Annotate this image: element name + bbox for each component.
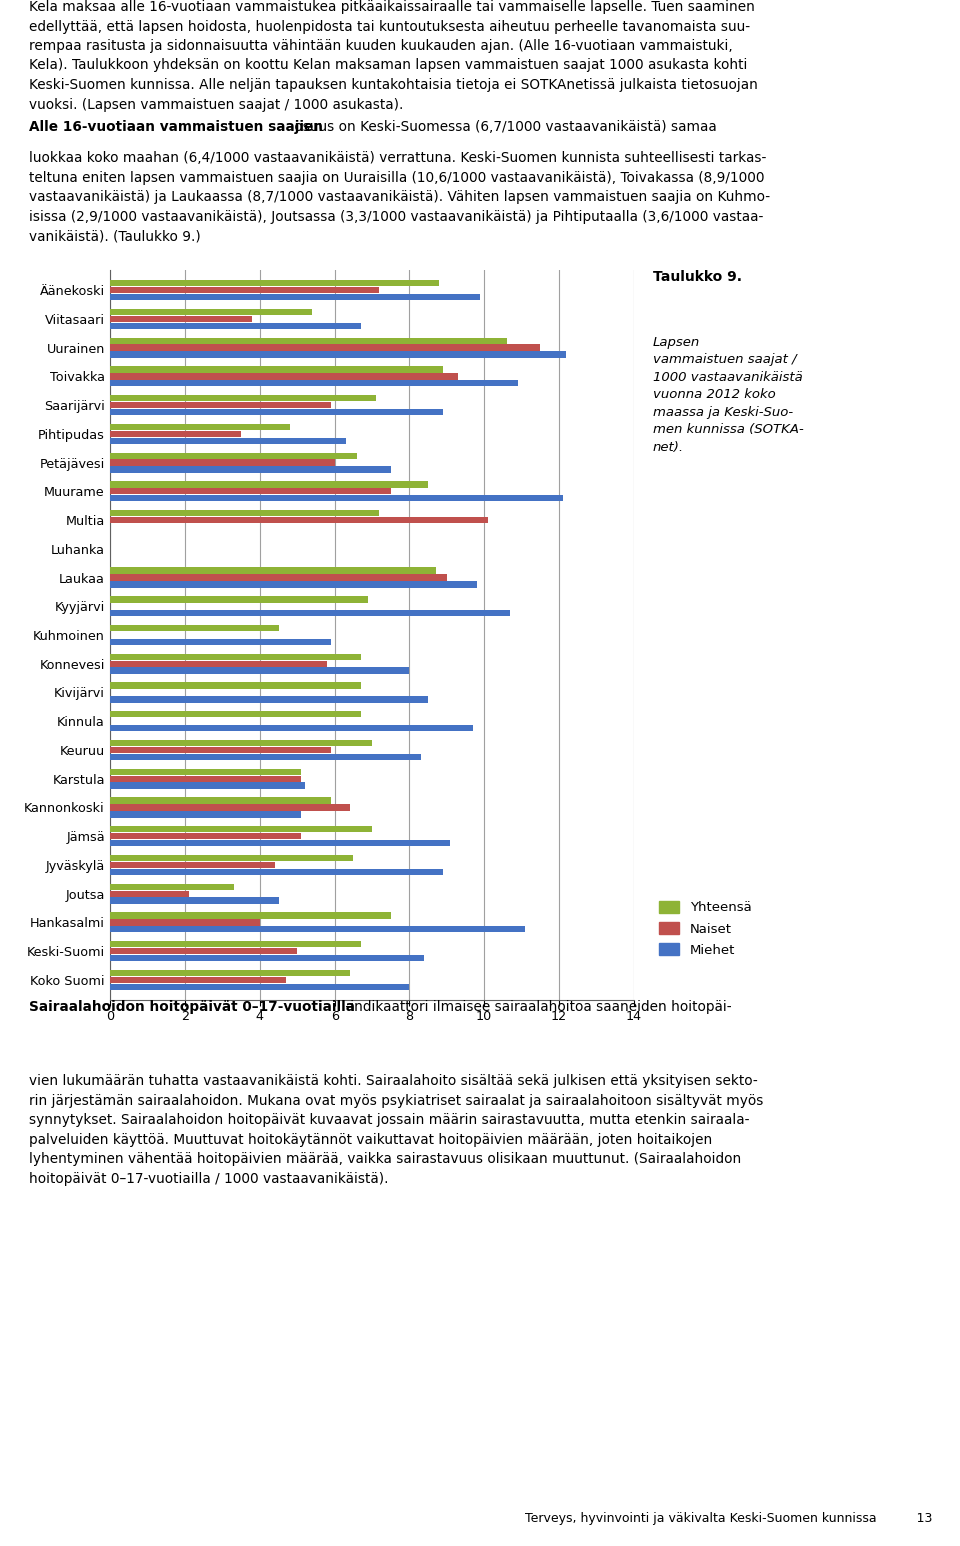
Bar bbox=[110, 654, 361, 660]
Bar bbox=[110, 768, 301, 775]
Bar bbox=[110, 861, 275, 869]
Bar bbox=[110, 826, 372, 832]
Bar bbox=[110, 337, 507, 343]
Bar bbox=[110, 977, 286, 983]
Bar bbox=[110, 890, 189, 897]
Bar bbox=[110, 725, 473, 731]
Bar bbox=[110, 668, 409, 674]
Text: Alle 16-vuotiaan vammaistuen saajien: Alle 16-vuotiaan vammaistuen saajien bbox=[29, 121, 323, 135]
Bar bbox=[110, 467, 391, 473]
Text: Lapsen
vammaistuen saajat /
1000 vastaavanikäistä
vuonna 2012 koko
maassa ja Kes: Lapsen vammaistuen saajat / 1000 vastaav… bbox=[653, 335, 804, 453]
Text: Taulukko 9.: Taulukko 9. bbox=[653, 271, 742, 284]
Bar bbox=[110, 833, 301, 839]
Text: vien lukumäärän tuhatta vastaavanikäistä kohti. Sairaalahoito sisältää sekä julk: vien lukumäärän tuhatta vastaavanikäistä… bbox=[29, 1074, 763, 1186]
Bar bbox=[110, 798, 331, 804]
Bar bbox=[110, 495, 563, 501]
Bar bbox=[110, 969, 349, 976]
Text: Terveys, hyvinvointi ja väkivalta Keski-Suomen kunnissa          13: Terveys, hyvinvointi ja väkivalta Keski-… bbox=[525, 1512, 932, 1526]
Bar bbox=[110, 424, 290, 430]
Bar bbox=[110, 660, 327, 666]
Bar bbox=[110, 948, 298, 954]
Bar bbox=[110, 408, 443, 416]
Bar bbox=[110, 597, 369, 603]
Bar bbox=[110, 459, 335, 465]
Bar bbox=[110, 869, 443, 875]
Bar bbox=[110, 955, 424, 962]
Bar bbox=[110, 754, 420, 761]
Bar bbox=[110, 839, 450, 846]
Bar bbox=[110, 280, 440, 286]
Bar bbox=[110, 696, 428, 702]
Text: luokkaa koko maahan (6,4/1000 vastaavanikäistä) verrattuna. Keski-Suomen kunnist: luokkaa koko maahan (6,4/1000 vastaavani… bbox=[29, 152, 770, 243]
Bar bbox=[110, 581, 477, 587]
Bar bbox=[110, 380, 517, 386]
Text: -indikaattori ilmaisee sairaalahoitoa saaneiden hoitopäi-: -indikaattori ilmaisee sairaalahoitoa sa… bbox=[341, 1000, 732, 1014]
Bar bbox=[110, 625, 278, 631]
Bar bbox=[110, 804, 349, 810]
Bar bbox=[110, 983, 409, 989]
Bar bbox=[110, 611, 511, 617]
Bar bbox=[110, 453, 357, 459]
Bar bbox=[110, 396, 375, 402]
Text: Sairaalahoidon hoitopäivät 0–17-vuotiailla: Sairaalahoidon hoitopäivät 0–17-vuotiail… bbox=[29, 1000, 355, 1014]
Bar bbox=[110, 516, 488, 523]
Bar bbox=[110, 402, 331, 408]
Bar bbox=[110, 942, 361, 948]
Bar bbox=[110, 294, 480, 300]
Bar bbox=[110, 351, 566, 357]
Bar bbox=[110, 567, 436, 574]
Bar bbox=[110, 776, 301, 782]
Bar bbox=[110, 747, 331, 753]
Bar bbox=[110, 638, 331, 645]
Bar bbox=[110, 897, 278, 904]
Bar bbox=[110, 366, 443, 373]
Bar bbox=[110, 926, 525, 932]
Bar bbox=[110, 489, 391, 495]
Bar bbox=[110, 510, 379, 516]
Bar bbox=[110, 315, 252, 322]
Bar bbox=[110, 782, 304, 788]
Bar bbox=[110, 481, 428, 487]
Bar bbox=[110, 855, 353, 861]
Bar bbox=[110, 920, 260, 926]
Text: Kela maksaa alle 16-vuotiaan vammaistukea pitkäaikaissairaalle tai vammaiselle l: Kela maksaa alle 16-vuotiaan vammaistuke… bbox=[29, 0, 757, 111]
Bar bbox=[110, 438, 346, 444]
Bar bbox=[110, 323, 361, 329]
Bar bbox=[110, 345, 540, 351]
Bar bbox=[110, 373, 458, 379]
Bar bbox=[110, 309, 312, 315]
Bar bbox=[110, 431, 241, 438]
Bar bbox=[110, 575, 446, 581]
Bar bbox=[110, 884, 233, 890]
Bar bbox=[110, 711, 361, 717]
Bar bbox=[110, 912, 391, 918]
Text: osuus on Keski-Suomessa (6,7/1000 vastaavanikäistä) samaa: osuus on Keski-Suomessa (6,7/1000 vastaa… bbox=[290, 121, 716, 135]
Bar bbox=[110, 682, 361, 690]
Legend: Yhteensä, Naiset, Miehet: Yhteensä, Naiset, Miehet bbox=[660, 901, 752, 957]
Bar bbox=[110, 812, 301, 818]
Bar bbox=[110, 741, 372, 747]
Bar bbox=[110, 288, 379, 294]
